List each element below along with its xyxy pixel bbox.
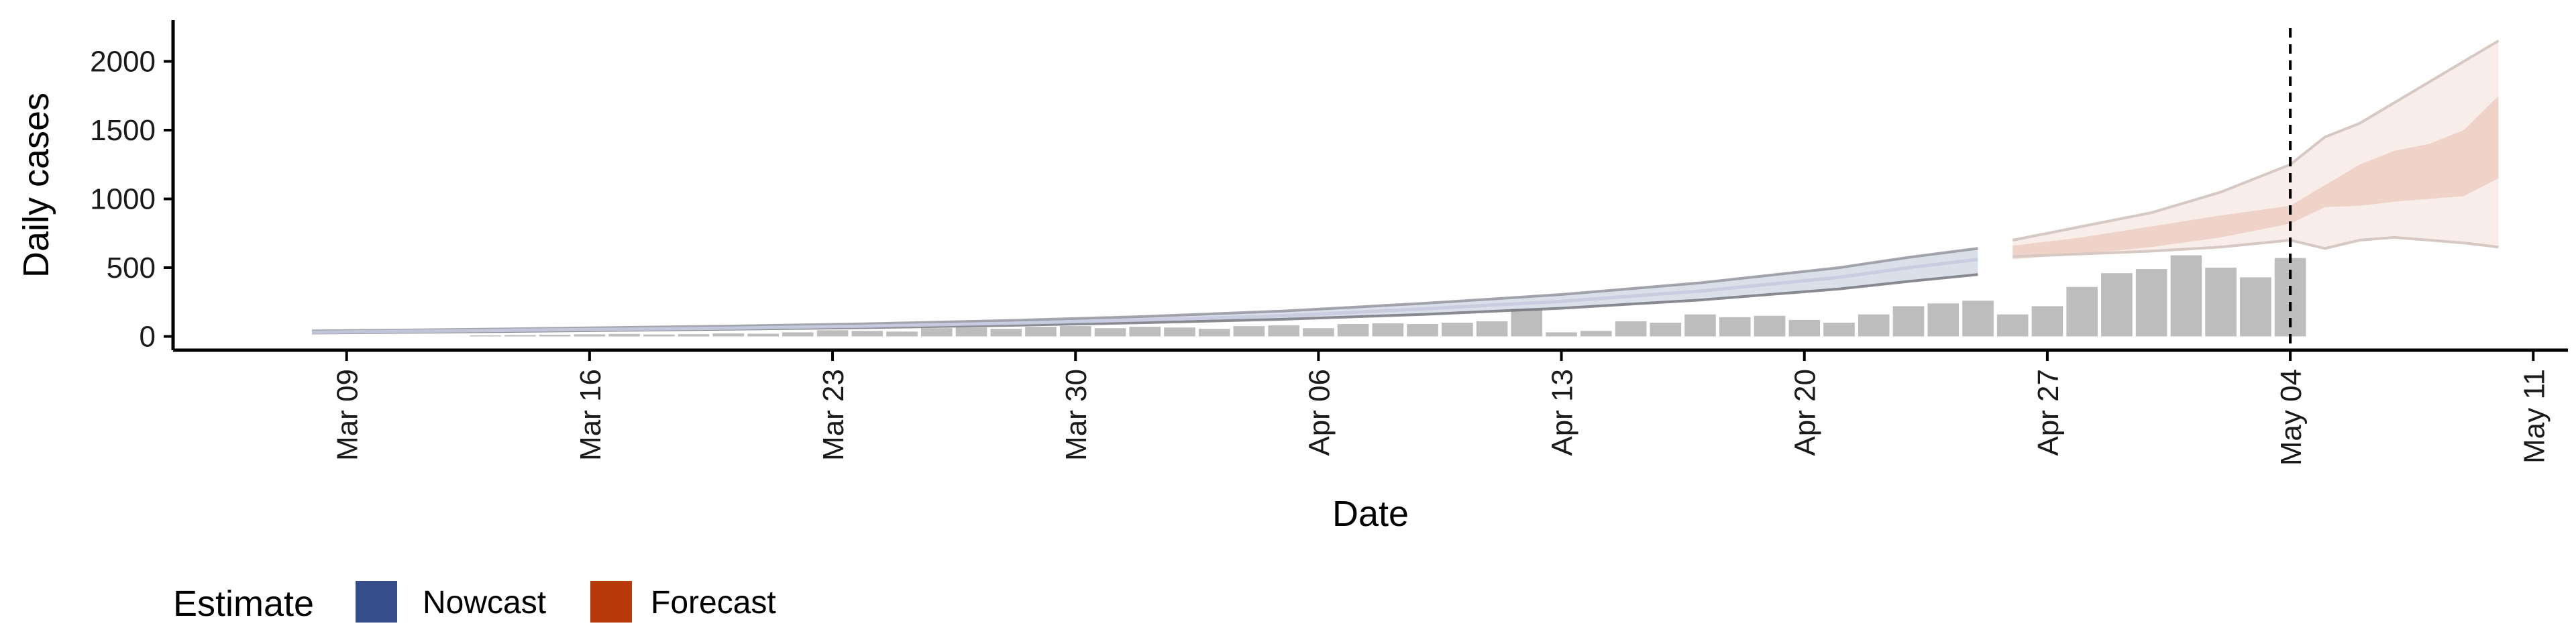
bar-2020-04-12 bbox=[1511, 309, 1543, 337]
bar-2020-03-20 bbox=[712, 333, 745, 337]
legend-swatch-nowcast bbox=[356, 581, 397, 623]
bar-2020-04-21 bbox=[1823, 323, 1855, 337]
legend-label-nowcast: Nowcast bbox=[423, 585, 546, 621]
nowcast-upper-line bbox=[311, 247, 1978, 333]
bar-2020-04-11 bbox=[1476, 321, 1508, 337]
bar-2020-04-20 bbox=[1788, 319, 1821, 337]
x-tick-label: Apr 27 bbox=[2032, 369, 2065, 456]
bar-2020-03-31 bbox=[1094, 328, 1126, 337]
bar-2020-04-19 bbox=[1754, 315, 1786, 337]
x-tick-label: Mar 30 bbox=[1060, 369, 1093, 461]
y-tick-label: 500 bbox=[107, 252, 156, 284]
bar-2020-04-03 bbox=[1198, 329, 1230, 337]
forecast-band-90 bbox=[2012, 40, 2499, 257]
x-tick-label: Apr 20 bbox=[1789, 369, 1822, 456]
bar-2020-04-28 bbox=[2066, 286, 2098, 337]
bar-2020-03-18 bbox=[643, 334, 675, 337]
bar-2020-04-02 bbox=[1164, 327, 1195, 337]
bar-2020-04-26 bbox=[1996, 314, 2029, 337]
estimate-bands bbox=[311, 40, 2500, 335]
bar-2020-03-23 bbox=[816, 330, 849, 337]
bar-2020-04-29 bbox=[2101, 273, 2133, 337]
forecast-lower-line bbox=[2012, 235, 2499, 258]
forecast-band-50 bbox=[2012, 95, 2499, 260]
legend-title: Estimate bbox=[173, 584, 314, 624]
bar-2020-04-16 bbox=[1650, 323, 1682, 337]
nowcast-median-line bbox=[311, 258, 1978, 334]
bar-2020-03-15 bbox=[539, 335, 571, 337]
bar-2020-04-06 bbox=[1303, 328, 1334, 337]
bar-2020-03-27 bbox=[955, 327, 987, 337]
bar-2020-03-19 bbox=[678, 334, 710, 337]
x-tick-label: Apr 06 bbox=[1303, 369, 1336, 456]
bar-2020-04-27 bbox=[2031, 306, 2063, 337]
bar-2020-04-17 bbox=[1684, 314, 1716, 337]
y-tick-label: 0 bbox=[140, 321, 156, 354]
bar-2020-03-13 bbox=[470, 335, 501, 337]
legend: Estimate Nowcast Forecast bbox=[173, 581, 776, 624]
x-tick-label: Mar 23 bbox=[817, 369, 850, 461]
y-tick-label: 2000 bbox=[90, 46, 156, 78]
bar-2020-05-01 bbox=[2170, 255, 2202, 337]
bar-2020-03-17 bbox=[608, 333, 640, 337]
bar-2020-03-26 bbox=[921, 328, 953, 337]
bar-2020-03-25 bbox=[886, 331, 918, 337]
bar-2020-04-07 bbox=[1337, 324, 1369, 337]
bar-2020-03-22 bbox=[782, 332, 814, 337]
bar-2020-03-24 bbox=[851, 331, 883, 337]
y-tick-label: 1000 bbox=[90, 183, 156, 216]
bar-2020-04-08 bbox=[1372, 323, 1404, 337]
bar-2020-03-29 bbox=[1025, 327, 1057, 337]
bar-2020-04-24 bbox=[1927, 303, 1959, 337]
bar-2020-04-22 bbox=[1858, 314, 1890, 337]
bar-2020-04-01 bbox=[1129, 327, 1161, 337]
bar-2020-03-30 bbox=[1059, 326, 1091, 337]
nowcast-band-90 bbox=[312, 248, 1978, 333]
bar-2020-05-03 bbox=[2240, 277, 2271, 337]
x-tick-label: May 04 bbox=[2275, 369, 2308, 466]
bar-2020-04-25 bbox=[1962, 301, 1994, 337]
x-tick-label: May 11 bbox=[2518, 369, 2551, 464]
bar-2020-03-14 bbox=[504, 335, 536, 337]
legend-label-forecast: Forecast bbox=[651, 585, 776, 621]
forecast-upper-line bbox=[2012, 40, 2500, 241]
x-tick-label: Apr 13 bbox=[1546, 369, 1579, 456]
bar-2020-04-10 bbox=[1442, 323, 1473, 337]
y-tick-label: 1500 bbox=[90, 114, 156, 147]
bar-2020-04-09 bbox=[1407, 324, 1438, 337]
bar-2020-04-13 bbox=[1546, 332, 1577, 337]
y-axis-title: Daily cases bbox=[16, 93, 56, 278]
axes bbox=[171, 20, 2568, 352]
legend-swatch-forecast bbox=[590, 581, 632, 623]
bar-2020-04-14 bbox=[1580, 331, 1612, 337]
y-axis-ticks: 0 500 1000 1500 2000 bbox=[90, 46, 173, 354]
bar-2020-04-04 bbox=[1233, 326, 1265, 337]
bar-2020-05-02 bbox=[2205, 268, 2237, 337]
daily-cases-bars bbox=[470, 255, 2306, 337]
x-axis-title: Date bbox=[1332, 494, 1409, 534]
bar-2020-03-21 bbox=[747, 333, 779, 337]
x-axis-ticks: Mar 09 Mar 16 Mar 23 Mar 30 Apr 06 Apr 13 Apr … bbox=[331, 350, 2551, 466]
bar-2020-04-30 bbox=[2135, 269, 2167, 337]
bar-2020-04-23 bbox=[1892, 306, 1925, 337]
bar-2020-04-15 bbox=[1615, 321, 1647, 337]
bar-2020-04-05 bbox=[1268, 325, 1299, 337]
x-tick-label: Mar 16 bbox=[574, 369, 607, 461]
bar-2020-03-28 bbox=[990, 329, 1022, 337]
bar-2020-03-16 bbox=[574, 334, 606, 337]
bar-2020-04-18 bbox=[1719, 317, 1751, 337]
x-tick-label: Mar 09 bbox=[331, 369, 364, 461]
